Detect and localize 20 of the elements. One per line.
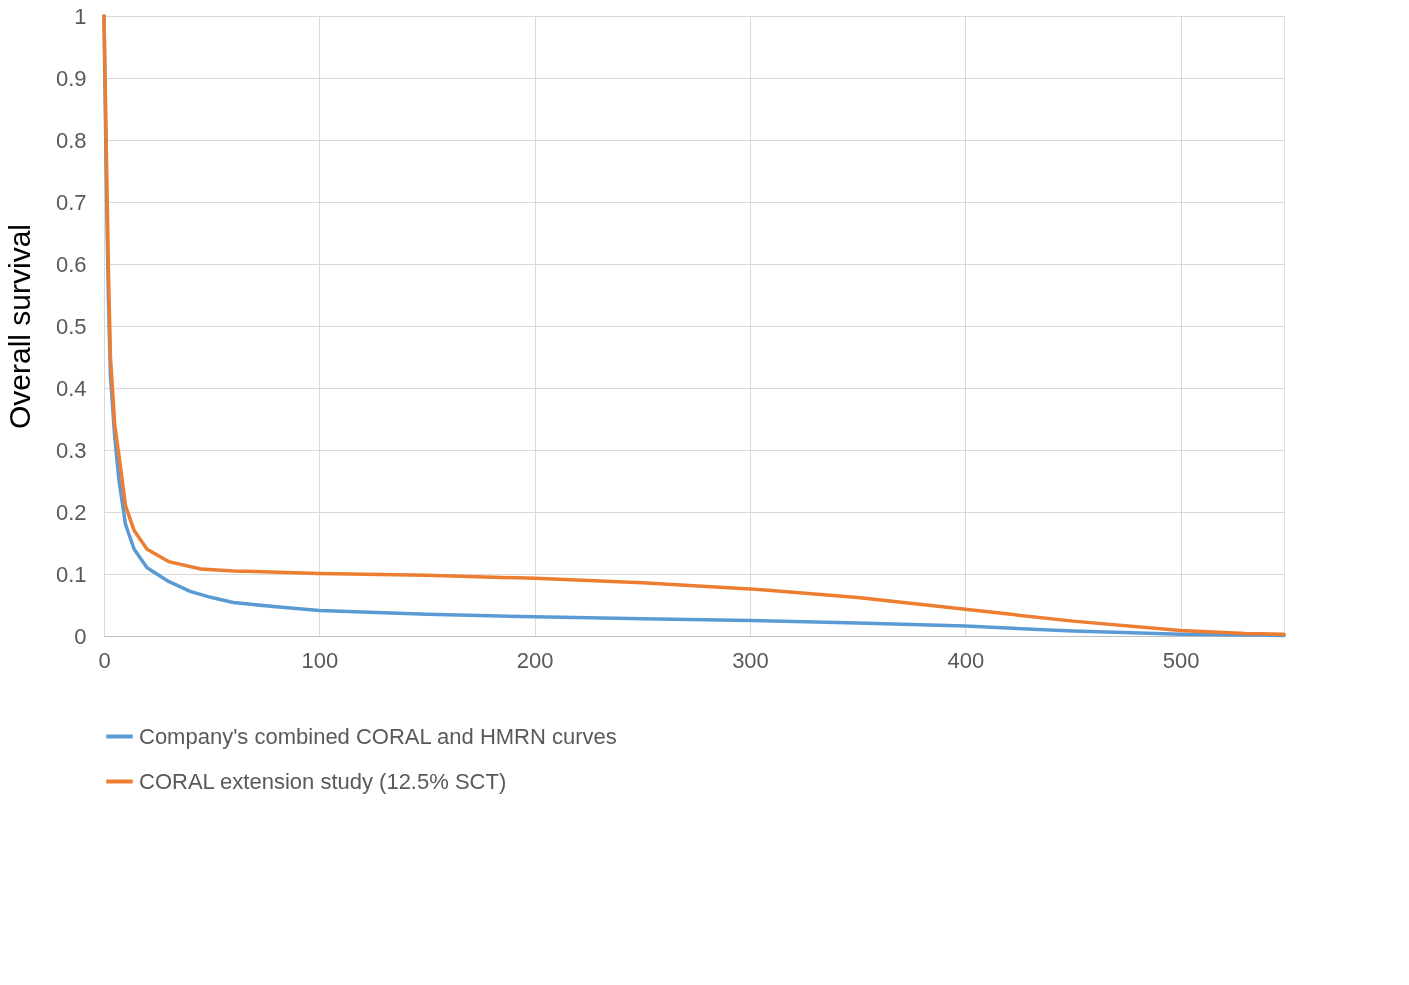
y-tick-label: 0.5 [55,313,87,339]
y-tick-label: 0.1 [55,561,87,587]
legend-label: CORAL extension study (12.5% SCT) [139,768,507,794]
x-tick-label: 300 [732,647,769,673]
legend-label: Company's combined CORAL and HMRN curves [139,723,617,749]
y-tick-label: 0 [74,623,87,649]
y-tick-label: 0.6 [55,251,87,277]
x-tick-label: 100 [301,647,339,673]
y-tick-label: 0.9 [55,65,87,91]
x-tick-label: 200 [516,647,554,673]
y-axis-title: Overall survival [2,223,36,430]
y-tick-label: 0.2 [55,499,87,525]
x-tick-label: 400 [947,647,985,673]
y-tick-label: 0.7 [55,189,87,215]
y-tick-label: 0.3 [55,437,87,463]
x-tick-label: 500 [1162,647,1200,673]
y-tick-label: 0.4 [55,375,87,401]
y-tick-label: 1 [74,3,87,29]
x-tick-label: 0 [98,647,111,673]
y-tick-label: 0.8 [55,127,87,153]
